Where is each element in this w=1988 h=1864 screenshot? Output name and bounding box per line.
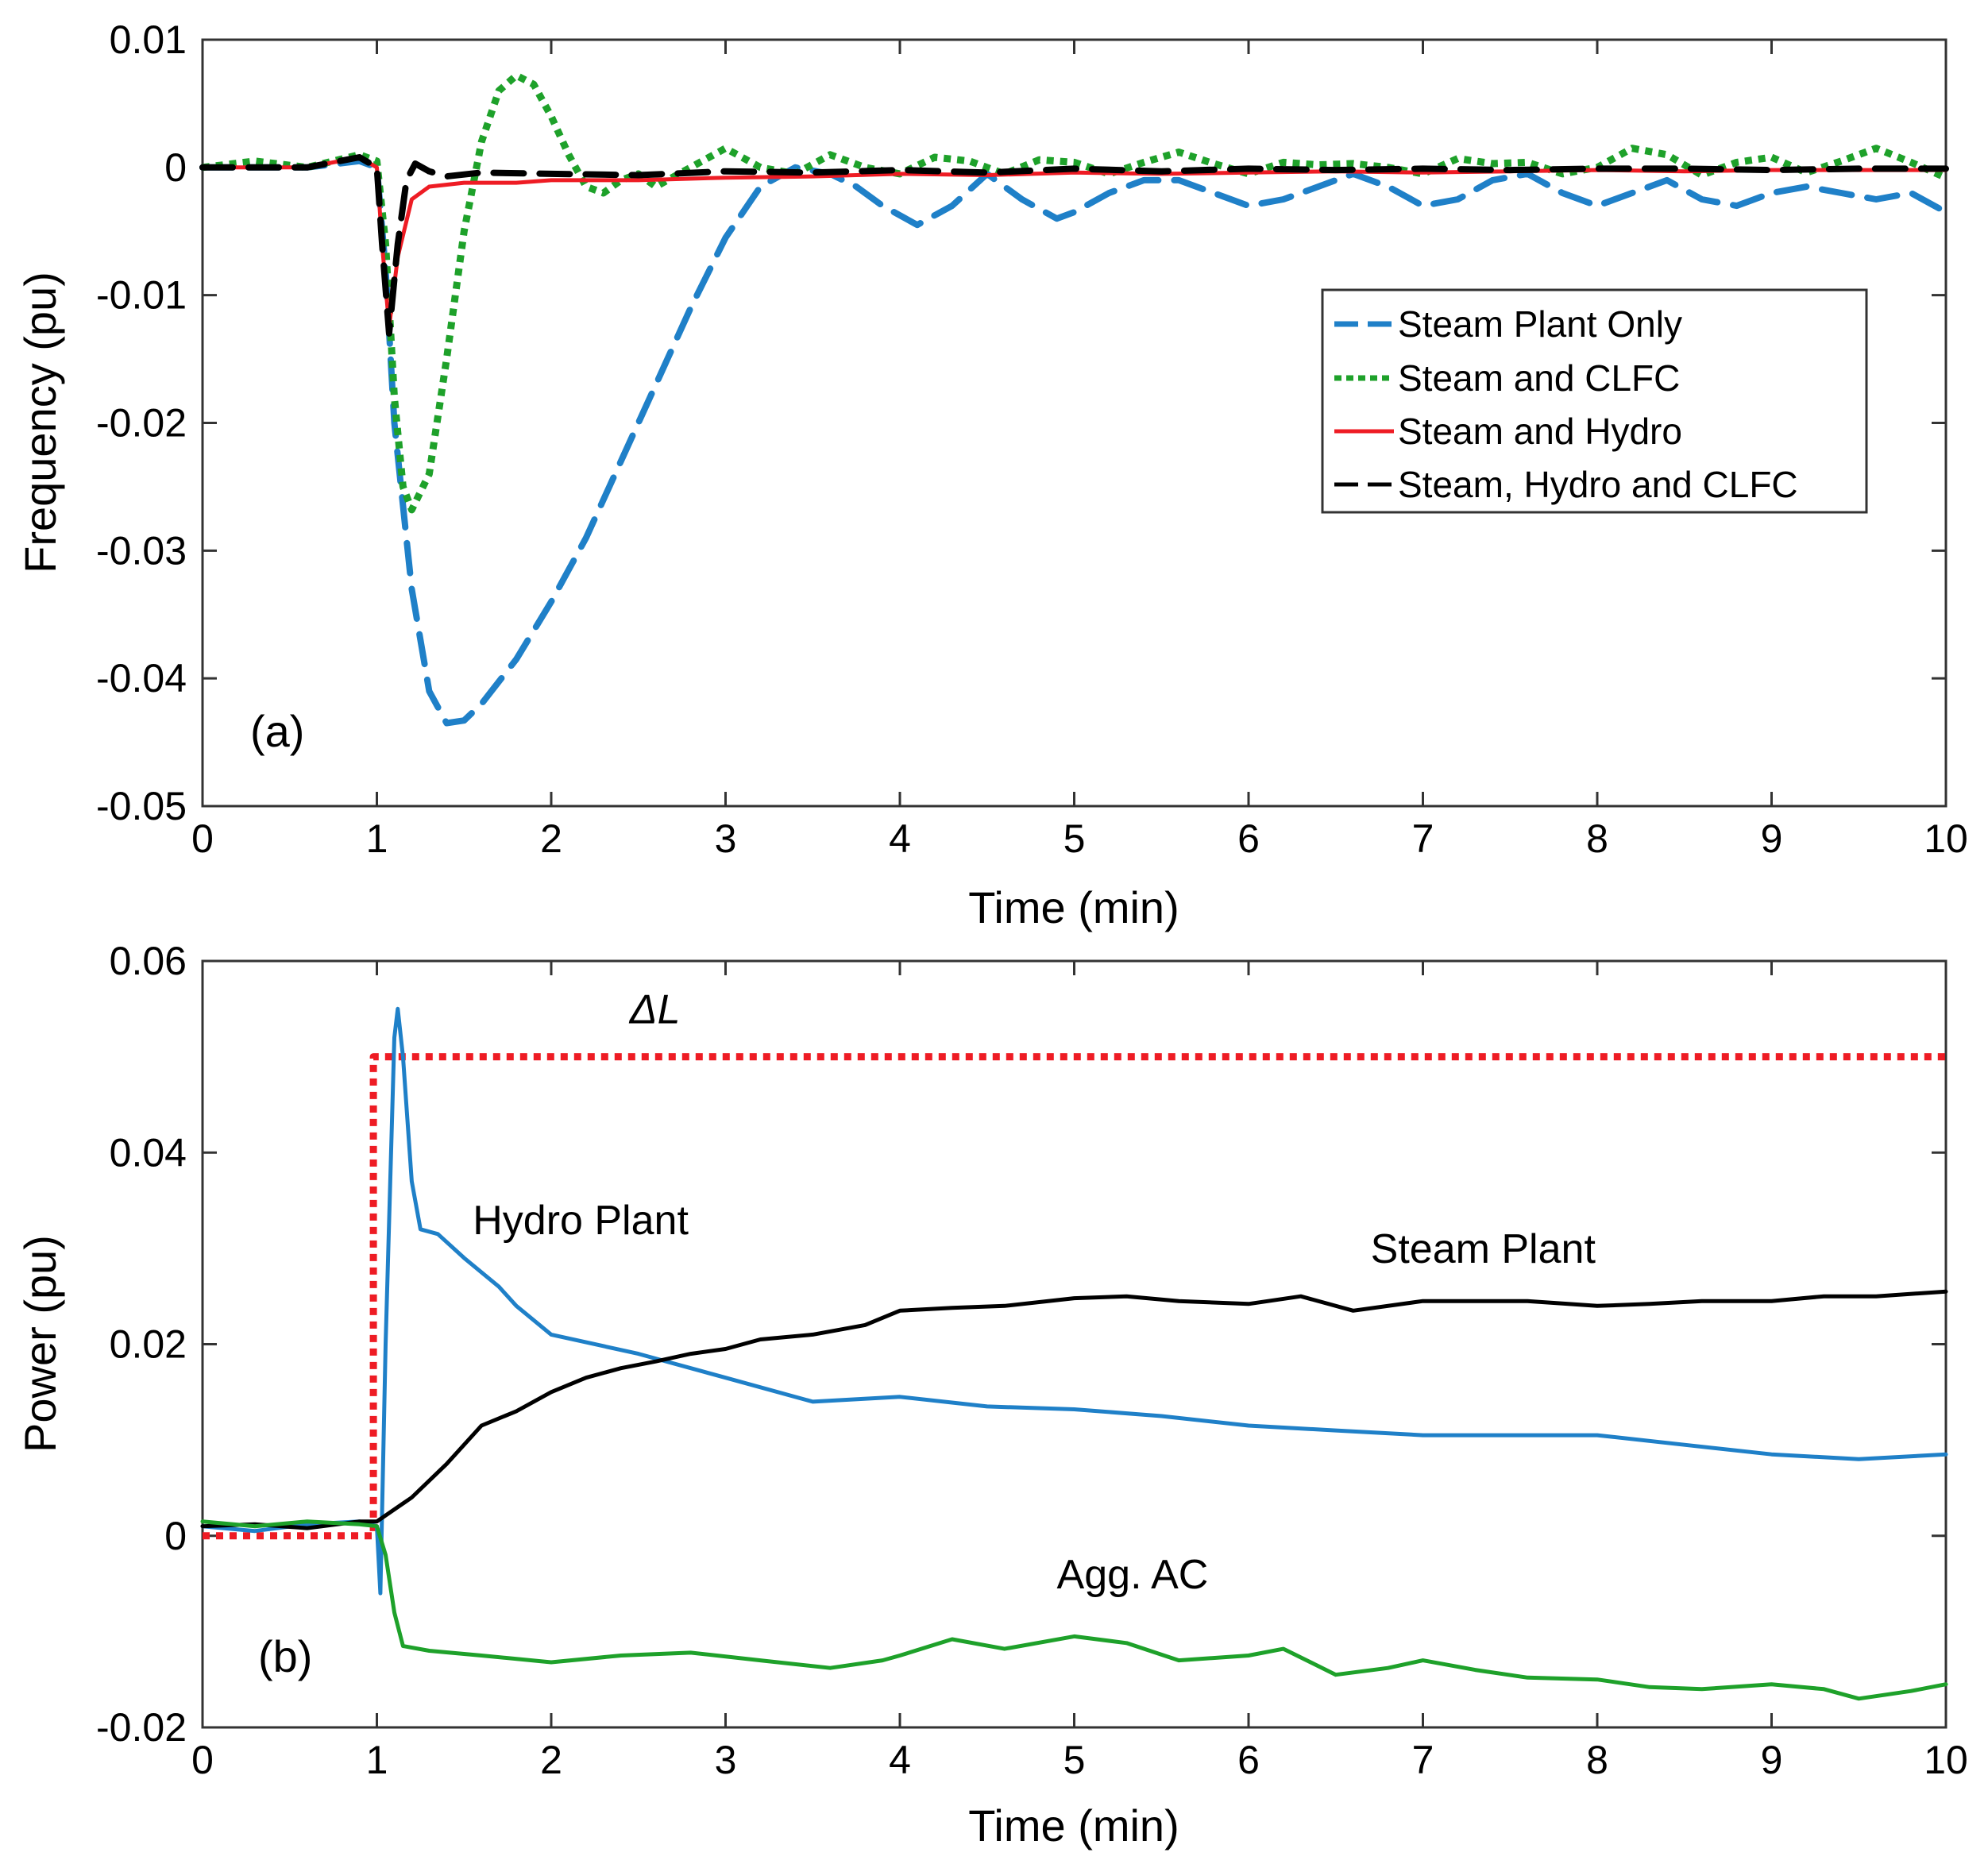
frequency-y-axis-label: Frequency (pu): [15, 272, 65, 573]
power-x-tick-label: 7: [1412, 1738, 1434, 1782]
frequency-y-tick-label: -0.03: [96, 528, 187, 573]
frequency-y-tick-labels: 0.01 0 -0.01 -0.02 -0.03 -0.04 -0.05: [96, 17, 187, 828]
annotation-agg-ac: Agg. AC: [1057, 1552, 1209, 1598]
legend-label-steam-and-clfc: Steam and CLFC: [1398, 357, 1680, 399]
series-line-steam-plant-only: [199, 157, 1949, 727]
frequency-x-axis-label: Time (min): [968, 882, 1179, 932]
power-y-tick-label: 0: [164, 1514, 187, 1558]
power-x-tick-label: 8: [1586, 1738, 1608, 1782]
power-x-tick-labels: 0 1 2 3 4 5 6 7 8 9 10: [191, 1738, 1968, 1782]
panel-label-a: (a): [250, 706, 304, 756]
power-axis-ticks: [201, 959, 1947, 1729]
power-y-tick-labels: 0.06 0.04 0.02 0 -0.02: [96, 939, 187, 1750]
frequency-x-tick-label: 8: [1586, 816, 1608, 861]
frequency-x-tick-label: 9: [1761, 816, 1783, 861]
frequency-x-tick-label: 0: [191, 816, 214, 861]
frequency-x-tick-label: 10: [1924, 816, 1968, 861]
series-line-hydro-plant: [200, 1006, 1948, 1596]
legend-label-steam-plant-only: Steam Plant Only: [1398, 303, 1682, 345]
power-x-tick-label: 2: [540, 1738, 562, 1782]
series-line-steam-and-clfc: [202, 71, 1947, 514]
power-x-tick-label: 4: [889, 1738, 911, 1782]
frequency-y-tick-label: -0.02: [96, 401, 187, 446]
power-series-lines: [200, 1006, 1948, 1701]
power-x-tick-label: 3: [715, 1738, 737, 1782]
frequency-axis-ticks: [201, 38, 1947, 808]
series-line-steam-plant: [200, 1289, 1948, 1530]
power-annotations: ΔL Hydro Plant Steam Plant Agg. AC: [473, 986, 1596, 1598]
frequency-x-tick-label: 3: [715, 816, 737, 861]
annotation-hydro-plant: Hydro Plant: [473, 1198, 689, 1244]
frequency-y-tick-label: 0.01: [110, 17, 187, 62]
frequency-x-tick-label: 2: [540, 816, 562, 861]
annotation-steam-plant: Steam Plant: [1371, 1226, 1596, 1272]
frequency-x-tick-labels: 0 1 2 3 4 5 6 7 8 9 10: [191, 816, 1968, 861]
power-x-tick-label: 0: [191, 1738, 214, 1782]
annotation-l: ΔL: [628, 986, 681, 1032]
frequency-y-tick-label: 0: [164, 145, 187, 190]
power-x-tick-label: 1: [366, 1738, 388, 1782]
series-line-l: [203, 1053, 1946, 1540]
power-x-axis-label: Time (min): [968, 1800, 1179, 1850]
frequency-x-tick-label: 6: [1237, 816, 1260, 861]
frequency-x-tick-label: 1: [366, 816, 388, 861]
frequency-series-lines: [199, 71, 1949, 727]
frequency-panel: 0 1 2 3 4 5 6 7 8 9 10 0.01 0 -0.01 -0.02 -0.03 -0.04 -0…: [15, 17, 1968, 932]
frequency-y-tick-label: -0.05: [96, 784, 187, 828]
power-y-tick-label: 0.02: [110, 1322, 187, 1367]
power-x-tick-label: 6: [1237, 1738, 1260, 1782]
legend-label-steam-and-hydro: Steam and Hydro: [1398, 411, 1682, 452]
power-x-tick-label: 9: [1761, 1738, 1783, 1782]
series-line-steam-hydro-and-clfc: [199, 154, 1949, 337]
series-line-agg-ac: [200, 1519, 1948, 1701]
legend-box: [1321, 288, 1868, 514]
frequency-y-tick-label: -0.04: [96, 656, 187, 700]
power-x-tick-label: 10: [1924, 1738, 1968, 1782]
power-x-tick-label: 5: [1063, 1738, 1086, 1782]
frequency-x-tick-label: 4: [889, 816, 911, 861]
power-y-tick-label: 0.04: [110, 1130, 187, 1175]
power-y-tick-label: 0.06: [110, 939, 187, 983]
frequency-legend: Steam Plant Only Steam and CLFC Steam an…: [1321, 288, 1868, 514]
legend-label-steam-hydro-clfc: Steam, Hydro and CLFC: [1398, 464, 1798, 505]
power-y-axis-label: Power (pu): [15, 1235, 65, 1453]
frequency-y-tick-label: -0.01: [96, 273, 187, 318]
frequency-x-tick-label: 5: [1063, 816, 1086, 861]
frequency-x-tick-label: 7: [1412, 816, 1434, 861]
power-panel: 0 1 2 3 4 5 6 7 8 9 10 0.060.040.020-0.02 ΔLHydro …: [15, 939, 1968, 1850]
power-y-tick-label: -0.02: [96, 1705, 187, 1750]
power-plot-area: [201, 959, 1947, 1729]
panel-label-b: (b): [258, 1631, 312, 1681]
